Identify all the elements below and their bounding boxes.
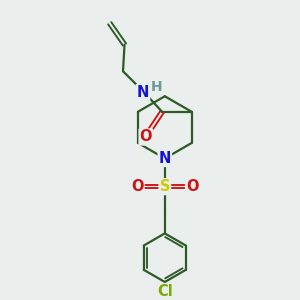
Text: H: H — [150, 80, 162, 94]
Text: O: O — [140, 130, 152, 145]
Text: N: N — [137, 85, 149, 100]
Text: O: O — [131, 179, 143, 194]
Text: N: N — [159, 151, 171, 166]
Text: S: S — [160, 179, 170, 194]
Text: Cl: Cl — [157, 284, 173, 299]
Text: O: O — [186, 179, 199, 194]
